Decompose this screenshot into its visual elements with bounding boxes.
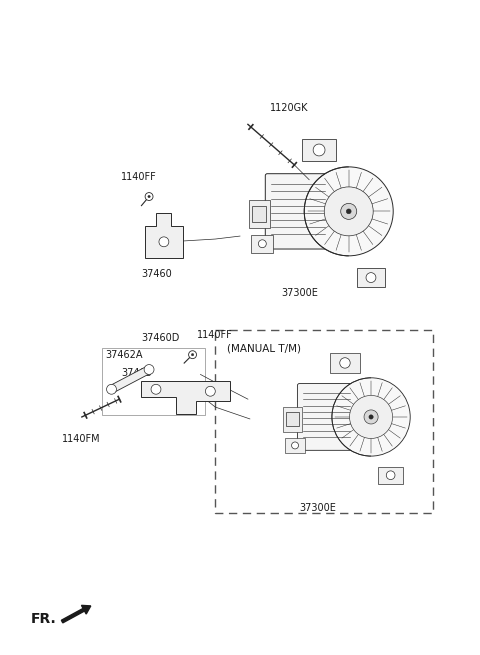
Circle shape <box>145 193 153 200</box>
Circle shape <box>340 358 350 368</box>
Bar <box>249 200 270 228</box>
Circle shape <box>159 237 169 247</box>
Circle shape <box>369 415 373 419</box>
Bar <box>252 235 273 253</box>
Circle shape <box>332 378 410 456</box>
Text: 1140FF: 1140FF <box>121 172 157 181</box>
Polygon shape <box>141 381 230 414</box>
Text: 1140FF: 1140FF <box>196 330 232 340</box>
Circle shape <box>144 365 154 375</box>
Circle shape <box>324 187 373 236</box>
Polygon shape <box>302 139 336 161</box>
Polygon shape <box>330 353 360 373</box>
Polygon shape <box>109 366 151 393</box>
Circle shape <box>258 240 266 248</box>
FancyBboxPatch shape <box>265 174 331 249</box>
Bar <box>286 438 305 453</box>
Circle shape <box>341 203 357 219</box>
Circle shape <box>192 354 194 356</box>
Polygon shape <box>378 466 403 484</box>
Circle shape <box>366 272 376 282</box>
Text: 37460: 37460 <box>141 269 172 278</box>
Text: 37300E: 37300E <box>300 503 336 513</box>
Circle shape <box>386 471 395 479</box>
Text: FR.: FR. <box>30 612 56 626</box>
Circle shape <box>304 167 393 256</box>
Text: 37300E: 37300E <box>281 288 318 299</box>
Text: (MANUAL T/M): (MANUAL T/M) <box>227 344 301 354</box>
Circle shape <box>151 384 161 394</box>
Circle shape <box>205 386 216 396</box>
Circle shape <box>189 350 196 359</box>
Circle shape <box>349 396 393 438</box>
Bar <box>216 330 433 513</box>
Bar <box>252 206 266 222</box>
Bar <box>102 348 205 415</box>
Text: 1140FM: 1140FM <box>62 434 101 443</box>
Circle shape <box>347 209 351 214</box>
Text: 37463: 37463 <box>121 367 152 377</box>
FancyBboxPatch shape <box>298 384 356 451</box>
Circle shape <box>364 410 378 424</box>
Bar <box>287 413 299 426</box>
Circle shape <box>148 195 150 198</box>
Circle shape <box>291 442 299 449</box>
Text: 1120GK: 1120GK <box>270 103 308 113</box>
Bar <box>283 407 302 432</box>
Text: 37462A: 37462A <box>106 350 143 360</box>
Circle shape <box>107 384 117 394</box>
Polygon shape <box>145 214 183 257</box>
FancyArrow shape <box>61 605 91 623</box>
Polygon shape <box>357 268 385 288</box>
Circle shape <box>313 144 325 156</box>
Text: 37460D: 37460D <box>141 333 180 343</box>
